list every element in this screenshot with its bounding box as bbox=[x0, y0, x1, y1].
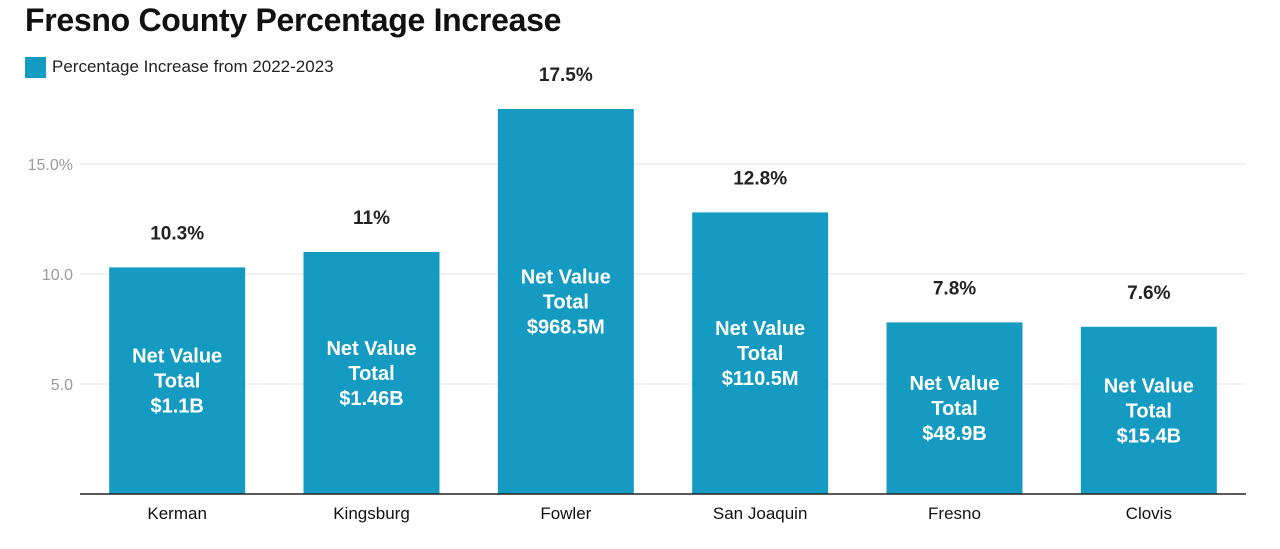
x-tick-label: San Joaquin bbox=[713, 504, 808, 523]
bar-annotation-line: Net Value bbox=[1104, 375, 1194, 397]
data-label: 7.8% bbox=[933, 278, 976, 299]
bar bbox=[692, 212, 829, 494]
bar-annotation-line: Total bbox=[737, 343, 783, 365]
bar bbox=[886, 322, 1023, 494]
y-tick-label: 10.0 bbox=[42, 267, 73, 284]
bar-annotation-line: Net Value bbox=[326, 338, 416, 360]
bar-annotation-line: $1.1B bbox=[150, 396, 203, 418]
bar-annotation-line: $15.4B bbox=[1117, 425, 1182, 447]
bar-annotation-line: Net Value bbox=[715, 318, 805, 340]
bar-annotation-line: Net Value bbox=[521, 267, 611, 289]
chart-title: Fresno County Percentage Increase bbox=[25, 2, 562, 38]
x-tick-label: Kingsburg bbox=[333, 504, 410, 523]
bar-annotation-line: Total bbox=[348, 363, 394, 385]
y-tick-label: 15.0% bbox=[28, 157, 73, 174]
bar bbox=[497, 109, 634, 494]
data-label: 10.3% bbox=[150, 223, 204, 244]
x-tick-label: Clovis bbox=[1126, 504, 1172, 523]
bar-annotation-line: Net Value bbox=[132, 346, 222, 368]
data-label: 17.5% bbox=[539, 65, 593, 86]
y-tick-label: 5.0 bbox=[51, 377, 73, 394]
legend-swatch bbox=[25, 56, 46, 78]
bar-annotation-line: $1.46B bbox=[339, 388, 404, 410]
bar-annotation-line: $48.9B bbox=[922, 423, 987, 445]
x-tick-label: Fowler bbox=[540, 504, 591, 523]
bar-annotation-line: Total bbox=[931, 398, 977, 420]
bar bbox=[303, 252, 440, 494]
data-label: 12.8% bbox=[733, 168, 787, 189]
bar-annotation-line: Net Value bbox=[909, 373, 999, 395]
x-tick-label: Fresno bbox=[928, 504, 981, 523]
bar bbox=[1080, 326, 1217, 494]
bar-annotation-line: Total bbox=[154, 371, 200, 393]
bar bbox=[109, 267, 246, 494]
legend-label: Percentage Increase from 2022-2023 bbox=[52, 57, 334, 76]
data-label: 7.6% bbox=[1127, 283, 1170, 304]
bar-annotation-line: Total bbox=[543, 292, 589, 314]
bar-annotation-line: $110.5M bbox=[722, 368, 799, 390]
legend: Percentage Increase from 2022-2023 bbox=[25, 56, 334, 78]
data-label: 11% bbox=[353, 208, 390, 229]
x-tick-label: Kerman bbox=[147, 504, 207, 523]
bar-annotation-line: $968.5M bbox=[527, 317, 605, 339]
bar-annotation-line: Total bbox=[1126, 400, 1172, 422]
